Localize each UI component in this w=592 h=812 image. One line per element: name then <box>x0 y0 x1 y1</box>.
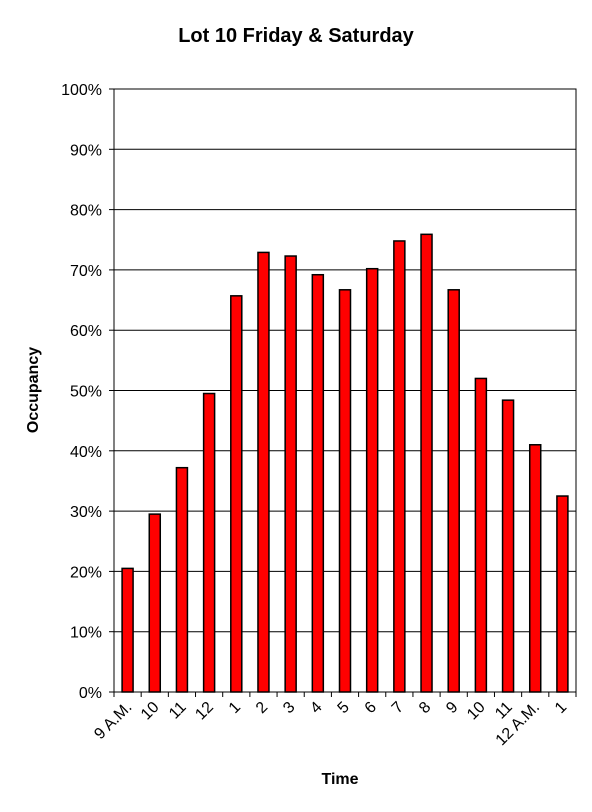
y-tick-label: 0% <box>79 685 102 702</box>
bar <box>148 513 162 693</box>
y-tick-label: 70% <box>70 263 102 280</box>
bar <box>474 377 488 693</box>
bar <box>257 251 270 693</box>
y-tick-label: 30% <box>70 504 102 521</box>
bar <box>556 495 569 693</box>
y-tick-label: 60% <box>70 323 102 340</box>
y-tick-labels: 0% 10% 20% 30% 40% 50% 60% 70% 80% 90% 100% <box>61 82 102 702</box>
y-tick-label: 80% <box>70 203 102 220</box>
bar <box>338 289 352 693</box>
bar <box>202 392 216 693</box>
y-tick-label: 100% <box>61 82 102 99</box>
bar <box>311 273 325 693</box>
bar <box>528 444 542 693</box>
bar <box>121 567 134 693</box>
bar <box>284 255 297 693</box>
bar <box>175 466 189 693</box>
bars <box>121 233 569 693</box>
chart-title: Lot 10 Friday & Saturday <box>178 25 414 47</box>
bar <box>501 399 515 693</box>
bar <box>447 289 460 693</box>
bar <box>365 267 379 693</box>
y-axis-label: Occupancy <box>25 347 42 433</box>
y-tick-label: 90% <box>70 142 102 159</box>
y-tick-label: 10% <box>70 625 102 642</box>
bar <box>420 233 433 693</box>
plot-area: 0%10%20%30%40%50%60%70%80%90%100% 9 A.M.… <box>61 82 577 749</box>
y-tick-label: 20% <box>70 564 102 581</box>
x-axis-label: Time <box>321 771 358 788</box>
plot-frame <box>113 88 577 693</box>
bar <box>393 240 406 693</box>
y-tick-label: 50% <box>70 384 102 401</box>
y-tick-label: 40% <box>70 444 102 461</box>
bar <box>230 295 243 693</box>
